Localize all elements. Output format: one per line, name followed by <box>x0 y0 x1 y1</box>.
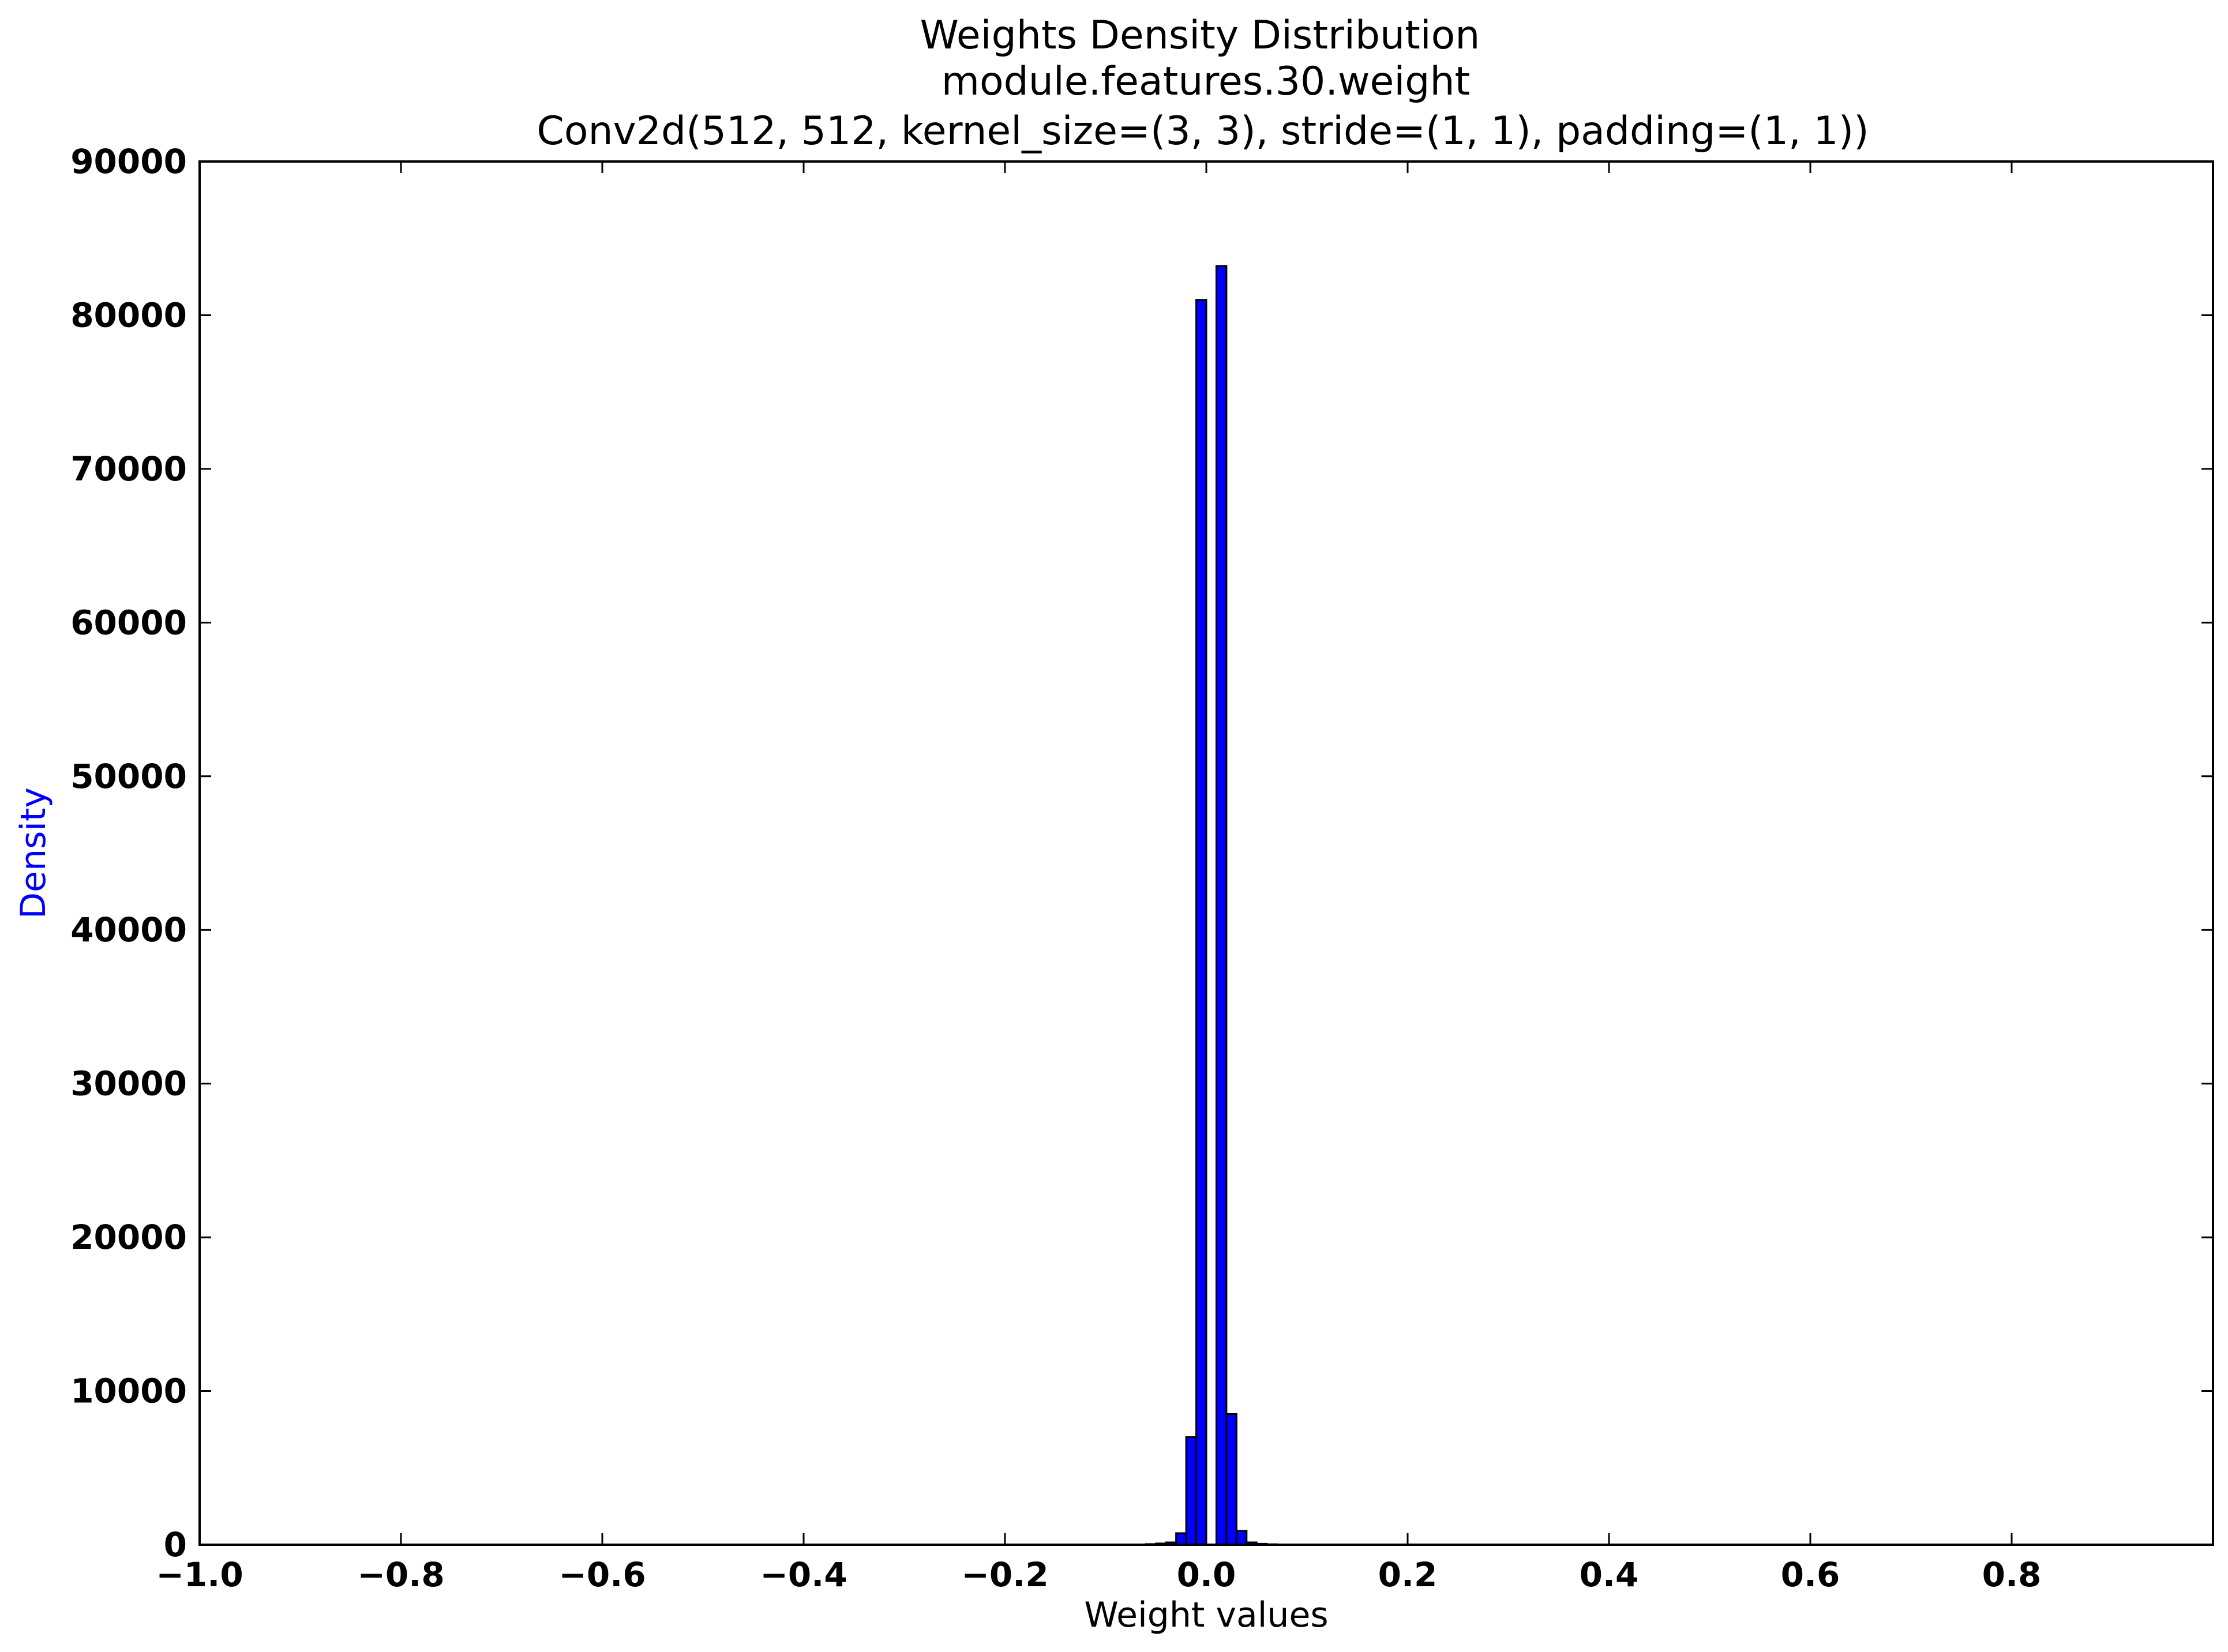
x-tick-label: −0.2 <box>961 1555 1048 1594</box>
y-tick-label: 90000 <box>70 142 187 181</box>
x-tick-label: 0.2 <box>1378 1555 1438 1594</box>
y-tick-label: 30000 <box>70 1064 187 1103</box>
histogram-bar <box>1185 1436 1198 1546</box>
y-tick-label: 10000 <box>70 1372 187 1411</box>
histogram-bar <box>1175 1532 1187 1546</box>
plot-area-frame <box>198 160 2214 1546</box>
y-tick-label: 50000 <box>70 757 187 796</box>
y-axis-label: Density <box>13 787 54 919</box>
x-tick-label: 0.4 <box>1580 1555 1639 1594</box>
title-line-2: module.features.30.weight <box>942 59 1470 104</box>
chart-title: Weights Density Distribution module.feat… <box>537 13 1869 154</box>
y-tick-label: 70000 <box>70 449 187 489</box>
x-tick-label: −0.6 <box>558 1555 646 1594</box>
title-line-1: Weights Density Distribution <box>920 13 1480 58</box>
x-tick-label: 0.8 <box>1982 1555 2042 1594</box>
y-tick-label: 80000 <box>70 295 187 335</box>
title-line-3: Conv2d(512, 512, kernel_size=(3, 3), str… <box>537 108 1869 154</box>
x-tick-label: −0.8 <box>357 1555 444 1594</box>
y-tick-label: 0 <box>164 1525 187 1564</box>
y-tick-label: 40000 <box>70 910 187 949</box>
histogram-bar <box>1215 265 1228 1546</box>
x-tick-label: 0.0 <box>1177 1555 1236 1594</box>
y-tick-label: 60000 <box>70 603 187 642</box>
x-tick-label: −0.4 <box>760 1555 847 1594</box>
y-axis-ticks: 0 10000 20000 30000 40000 50000 60000 70000 8000… <box>70 142 2213 1564</box>
x-axis-label: Weight values <box>1084 1595 1328 1635</box>
histogram-bar <box>1235 1530 1248 1546</box>
histogram-bar <box>1195 299 1207 1546</box>
x-tick-label: −1.0 <box>156 1555 243 1594</box>
y-tick-label: 20000 <box>70 1218 187 1257</box>
x-tick-label: 0.6 <box>1781 1555 1840 1594</box>
histogram-bar <box>1225 1413 1237 1546</box>
x-axis-ticks: −1.0 −0.8 −0.6 −0.4 −0.2 0.0 0.2 0.4 0.6 0.8 <box>156 162 2041 1594</box>
